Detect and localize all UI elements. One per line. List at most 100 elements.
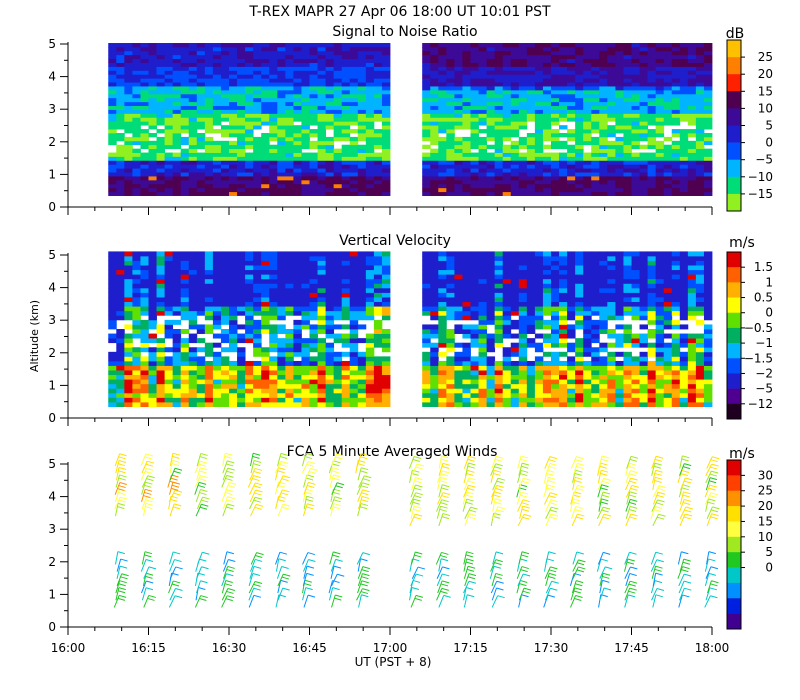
velocity-cell — [671, 383, 681, 389]
snr-cell — [559, 117, 568, 122]
velocity-cell — [494, 319, 504, 325]
snr-cell — [687, 183, 697, 189]
velocity-cell — [172, 388, 182, 394]
snr-cell — [470, 105, 479, 110]
velocity-cell — [631, 333, 640, 339]
velocity-cell — [446, 370, 455, 376]
velocity-cell — [333, 260, 343, 266]
snr-cell — [534, 136, 544, 142]
snr-cell — [631, 156, 640, 161]
velocity-cell — [454, 278, 463, 284]
snr-cell — [502, 148, 512, 153]
velocity-cell — [687, 365, 697, 371]
velocity-cell — [510, 379, 520, 385]
velocity-cell — [438, 342, 447, 348]
snr-cell — [470, 89, 479, 95]
snr-cell — [108, 97, 117, 103]
snr-cell — [164, 105, 174, 110]
velocity-cell — [639, 356, 648, 362]
snr-cell — [108, 50, 117, 56]
snr-cell — [261, 176, 270, 181]
snr-cell — [124, 43, 133, 48]
snr-cell — [309, 140, 318, 146]
velocity-cell — [486, 356, 496, 362]
snr-cell — [470, 191, 479, 196]
snr-cell — [462, 70, 471, 75]
snr-cell — [599, 93, 608, 99]
velocity-cell — [607, 383, 616, 389]
velocity-cell — [373, 297, 383, 303]
velocity-cell — [623, 360, 632, 366]
velocity-cell — [454, 329, 463, 334]
snr-cell — [695, 97, 705, 103]
velocity-cell — [132, 274, 141, 280]
velocity-cell — [518, 283, 528, 289]
velocity-cell — [567, 269, 576, 275]
velocity-cell — [317, 319, 326, 325]
velocity-cell — [526, 360, 536, 366]
velocity-cell — [583, 360, 592, 366]
velocity-cell — [615, 370, 624, 376]
velocity-cell — [341, 324, 351, 330]
velocity-cell — [204, 397, 214, 403]
velocity-cell — [156, 269, 165, 275]
snr-cell — [341, 50, 351, 56]
velocity-cell — [365, 269, 375, 275]
velocity-cell — [623, 297, 632, 303]
snr-cell — [301, 125, 310, 130]
velocity-cell — [373, 402, 383, 407]
snr-cell — [486, 109, 496, 114]
snr-cell — [623, 70, 632, 75]
velocity-cell — [422, 297, 431, 303]
velocity-cell — [430, 251, 439, 257]
velocity-cell — [269, 338, 278, 344]
snr-cell — [591, 113, 600, 118]
snr-cell — [116, 70, 125, 75]
velocity-cell — [220, 310, 230, 316]
snr-cell — [559, 140, 568, 146]
snr-cell — [124, 160, 133, 165]
snr-cell — [559, 125, 568, 130]
velocity-cell — [559, 383, 568, 389]
velocity-cell — [124, 324, 133, 330]
snr-cell — [156, 54, 165, 60]
snr-cell — [277, 132, 286, 138]
snr-cell — [502, 187, 512, 193]
snr-cell — [317, 191, 326, 196]
snr-cell — [615, 86, 624, 91]
snr-cell — [583, 176, 592, 181]
velocity-cell — [317, 301, 326, 307]
snr-cell — [172, 168, 182, 173]
snr-cell — [229, 97, 238, 103]
velocity-cell — [140, 265, 149, 271]
snr-cell — [140, 101, 149, 107]
velocity-cell — [583, 338, 592, 344]
velocity-cell — [526, 278, 536, 284]
velocity-cell — [422, 287, 431, 293]
snr-cell — [204, 101, 214, 107]
velocity-cell — [542, 283, 552, 289]
snr-cell — [140, 117, 149, 122]
velocity-cell — [679, 306, 689, 312]
snr-cell — [647, 58, 657, 63]
velocity-cell — [116, 251, 125, 257]
velocity-cell — [567, 342, 576, 348]
velocity-cell — [542, 297, 552, 303]
velocity-cell — [502, 292, 512, 298]
velocity-cell — [172, 283, 182, 289]
snr-cell — [647, 105, 657, 110]
snr-cell — [655, 148, 665, 153]
snr-cell — [293, 109, 302, 114]
y-tick-label: 1 — [48, 167, 56, 181]
velocity-cell — [204, 255, 214, 261]
snr-cell — [317, 183, 326, 189]
snr-cell — [518, 172, 528, 177]
snr-cell — [703, 164, 713, 169]
velocity-cell — [599, 297, 608, 303]
snr-cell — [341, 46, 351, 52]
velocity-cell — [486, 297, 496, 303]
velocity-cell — [438, 274, 447, 280]
velocity-cell — [470, 388, 479, 394]
snr-cell — [502, 164, 512, 169]
velocity-cell — [204, 265, 214, 271]
